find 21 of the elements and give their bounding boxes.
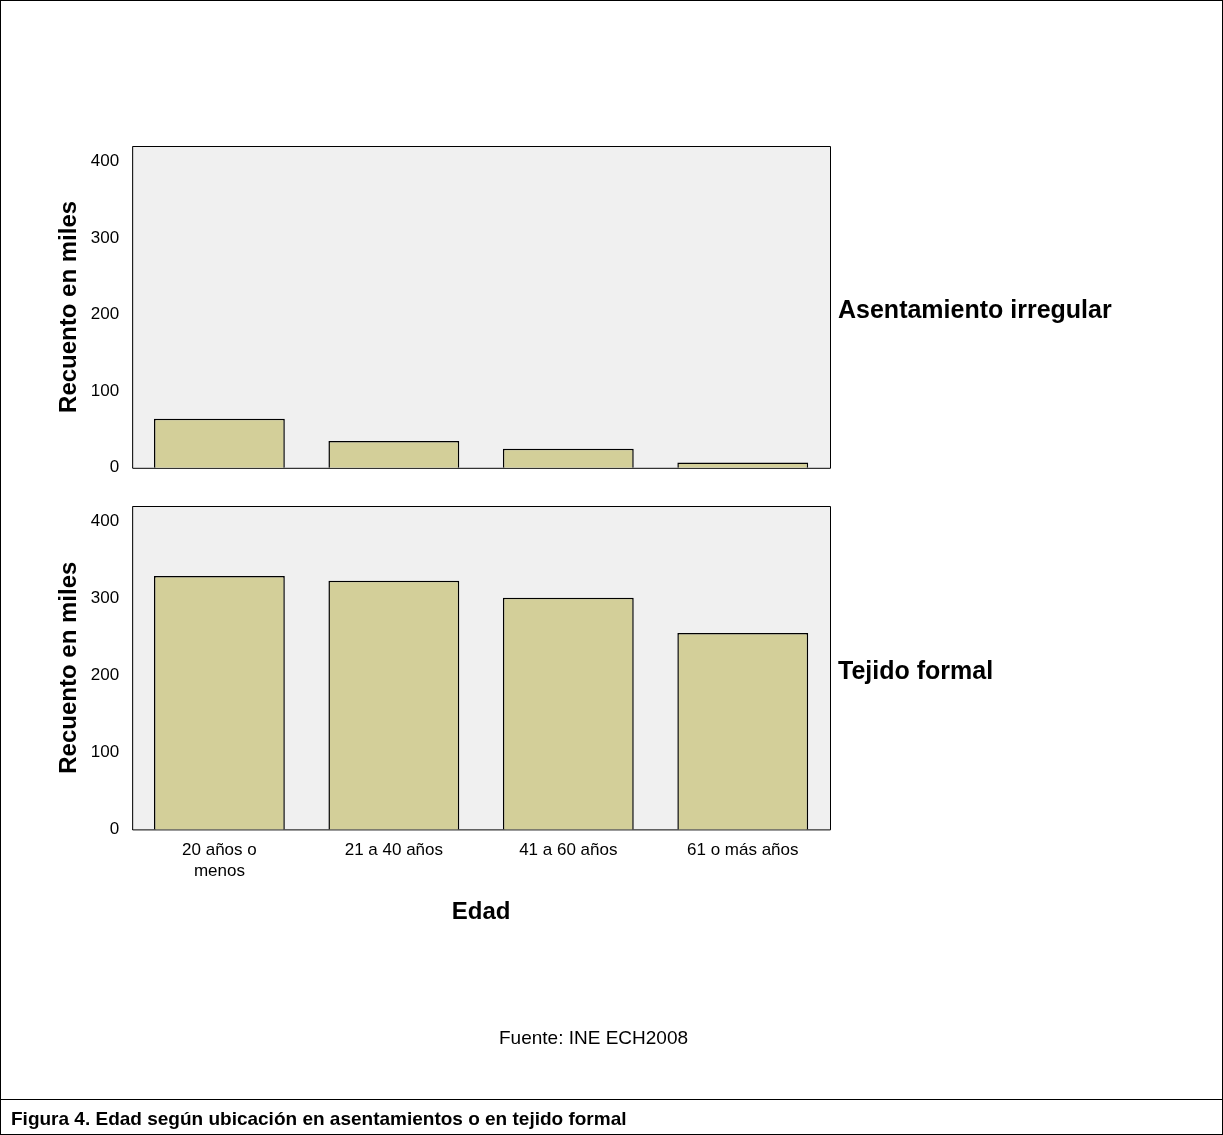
y-tick-label: 100	[90, 742, 120, 762]
y-axis-title: Recuento en miles	[54, 200, 82, 413]
y-tick-label: 200	[90, 304, 120, 324]
y-axis-title: Recuento en miles	[54, 561, 82, 774]
y-tick-label: 0	[109, 457, 120, 477]
text: Asentamiento irregular	[838, 294, 1112, 323]
x-tick-label: 20 años o menos	[182, 840, 257, 880]
y-tick-label: 100	[90, 380, 120, 400]
x-axis-title: Edad	[451, 897, 511, 925]
y-tick-label: 300	[90, 227, 120, 247]
text: Tejido formal	[838, 655, 994, 684]
x-tick-label: 61 o más años	[687, 840, 799, 860]
text: Figura 4. Edad según ubicación en asentamientos o en tejido formal	[1, 1099, 1222, 1135]
source-note: Fuente: INE ECH2008	[499, 1027, 689, 1049]
y-tick-label: 300	[90, 588, 120, 608]
y-tick-label: 200	[90, 665, 120, 685]
y-tick-label: 400	[90, 151, 120, 171]
y-tick-label: 400	[90, 511, 120, 531]
x-tick-label: 41 a 60 años	[519, 840, 618, 860]
y-tick-label: 0	[109, 819, 120, 839]
x-tick-label: 21 a 40 años	[344, 840, 444, 860]
